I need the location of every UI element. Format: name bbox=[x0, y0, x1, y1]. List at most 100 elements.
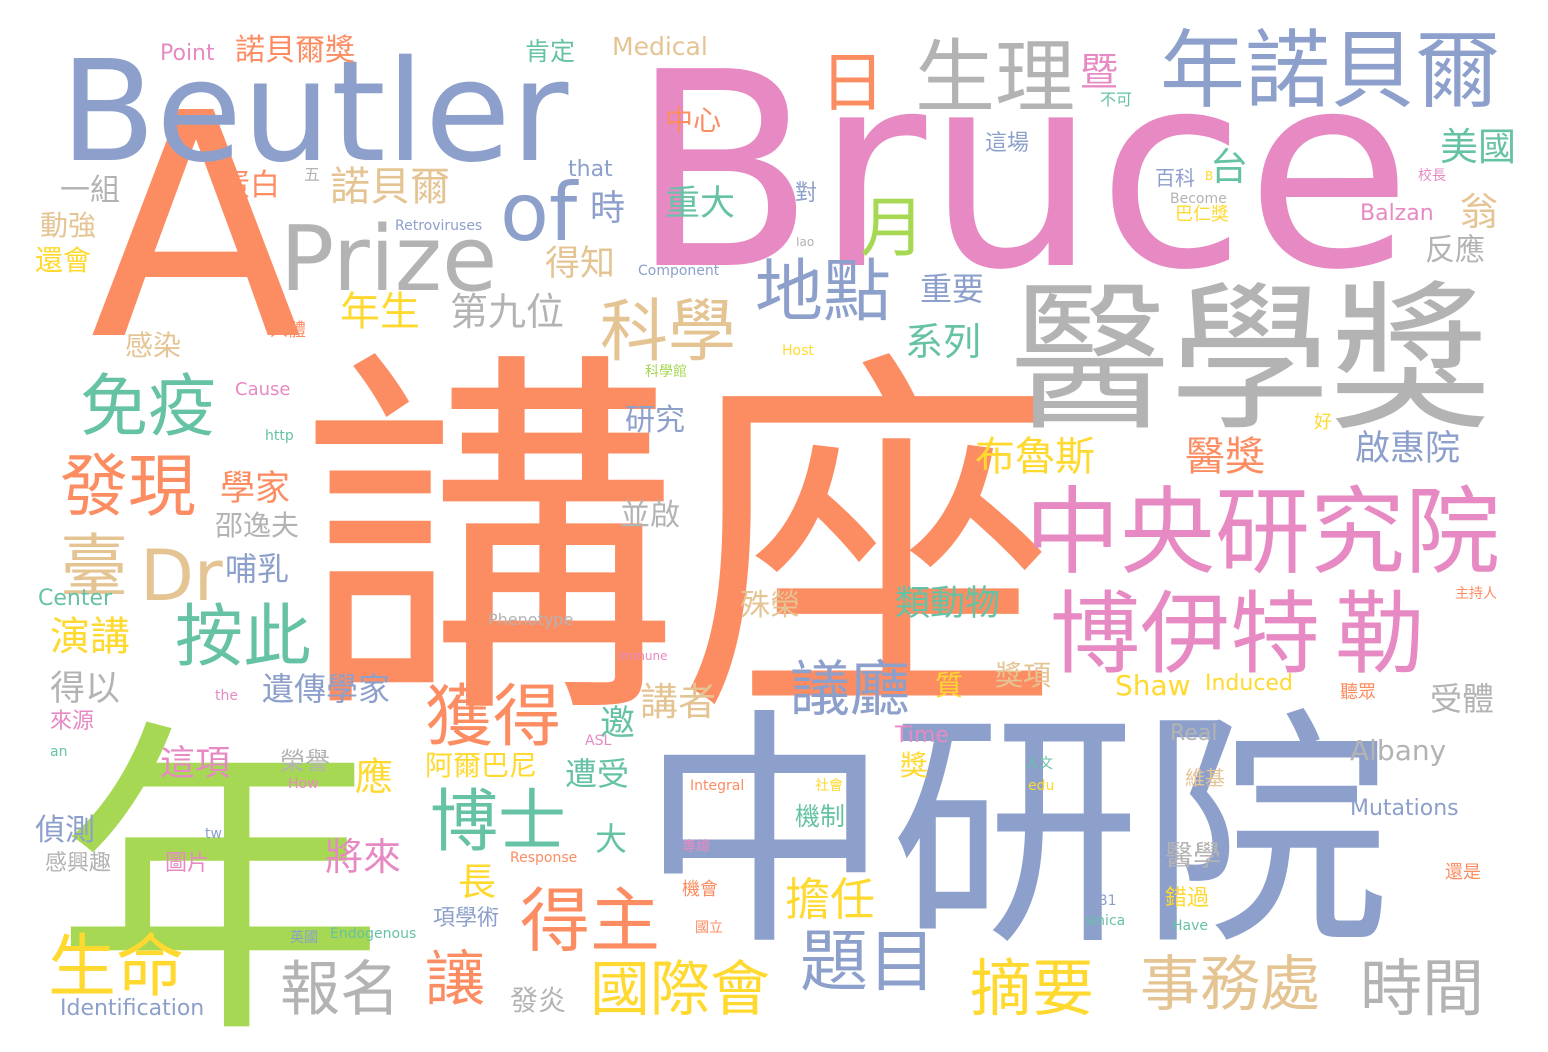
cloud-word: sinica bbox=[1085, 913, 1125, 929]
cloud-word: 邵逸夫 bbox=[215, 509, 299, 542]
cloud-word: 一組 bbox=[60, 173, 120, 208]
cloud-word: http bbox=[265, 428, 294, 444]
cloud-word: 殊榮 bbox=[740, 588, 800, 623]
cloud-word: of bbox=[500, 166, 579, 259]
cloud-word: Iao bbox=[796, 235, 814, 249]
cloud-word: Host bbox=[782, 343, 814, 359]
cloud-word: 項學術 bbox=[433, 906, 499, 931]
cloud-word: 免疫 bbox=[80, 368, 216, 447]
cloud-word: Immune bbox=[618, 649, 668, 663]
cloud-word: 國際會 bbox=[590, 955, 770, 1025]
cloud-word: 應 bbox=[355, 755, 393, 799]
cloud-word: 年生 bbox=[340, 289, 420, 335]
cloud-word: ASL bbox=[585, 733, 611, 749]
cloud-word: 這項 bbox=[160, 744, 230, 784]
cloud-word: 翁 bbox=[1460, 190, 1498, 234]
cloud-word: 質 bbox=[935, 669, 963, 702]
cloud-word: 遺傳學家 bbox=[262, 670, 390, 708]
cloud-word: 還是 bbox=[1445, 862, 1481, 883]
cloud-word: 醫學獎 bbox=[1010, 266, 1490, 453]
cloud-word: Bruce bbox=[630, 14, 1412, 329]
cloud-word: Albany bbox=[1350, 734, 1446, 767]
cloud-word: 大 bbox=[595, 820, 627, 858]
cloud-word: 地點 bbox=[755, 253, 891, 332]
cloud-word: 科學 bbox=[600, 293, 736, 372]
cloud-word: 來源 bbox=[50, 709, 94, 734]
cloud-word: Retroviruses bbox=[395, 218, 482, 234]
cloud-word: tw bbox=[205, 826, 222, 842]
cloud-word: 將來 bbox=[325, 835, 401, 879]
cloud-word: 不可 bbox=[1100, 90, 1132, 109]
cloud-word: B bbox=[1205, 169, 1213, 183]
cloud-word: 反應 bbox=[1425, 233, 1485, 268]
cloud-word: 博伊特 bbox=[1050, 582, 1320, 687]
cloud-word: Beutler bbox=[60, 31, 569, 194]
cloud-word: How bbox=[288, 776, 319, 792]
cloud-word: 講座 bbox=[300, 322, 1060, 765]
cloud-word: 諾貝爾獎 bbox=[235, 33, 355, 68]
cloud-word: 機制 bbox=[795, 802, 845, 831]
cloud-word: 日 bbox=[820, 46, 885, 121]
cloud-word: 受體 bbox=[1430, 680, 1494, 718]
cloud-word: Response bbox=[510, 850, 577, 866]
cloud-word: Point bbox=[160, 41, 215, 66]
cloud-word: Identification bbox=[60, 996, 204, 1021]
cloud-word: 圖片 bbox=[165, 851, 209, 876]
cloud-word: 布魯斯 bbox=[975, 434, 1095, 480]
cloud-word: 長 bbox=[458, 860, 496, 904]
cloud-word: 啟惠院 bbox=[1355, 429, 1460, 469]
cloud-word: 好 bbox=[1314, 412, 1332, 433]
cloud-word: 並啟 bbox=[620, 498, 680, 533]
cloud-word: 英國 bbox=[290, 929, 318, 946]
cloud-word: Phenotype bbox=[488, 610, 573, 629]
cloud-word: 哺乳 bbox=[225, 550, 289, 588]
cloud-word: Prize bbox=[280, 207, 497, 312]
cloud-word: 年諾貝爾 bbox=[1160, 22, 1500, 121]
cloud-word: 專線 bbox=[682, 839, 710, 855]
cloud-word: 人體 bbox=[270, 320, 306, 341]
cloud-word: 獲得 bbox=[425, 678, 561, 757]
cloud-word: 事務處 bbox=[1140, 950, 1320, 1020]
cloud-word: 人文 bbox=[1025, 756, 1053, 772]
cloud-word: 醫學 bbox=[1165, 839, 1221, 872]
cloud-word: 時間 bbox=[1360, 952, 1484, 1025]
cloud-word: 重大 bbox=[665, 184, 735, 224]
cloud-word: 主持人 bbox=[1455, 586, 1497, 602]
cloud-word: 報名 bbox=[280, 955, 400, 1025]
cloud-word: Center bbox=[38, 586, 113, 611]
cloud-word: Endogenous bbox=[330, 926, 416, 942]
cloud-word: 諾貝爾 bbox=[330, 164, 450, 210]
cloud-word: 議廳 bbox=[790, 655, 910, 725]
cloud-word: 偵測 bbox=[35, 813, 95, 848]
cloud-word: 中心 bbox=[665, 104, 721, 137]
cloud-word: 學家 bbox=[220, 469, 290, 509]
cloud-word: 類動物 bbox=[895, 584, 1000, 624]
cloud-word: 月 bbox=[860, 191, 925, 266]
cloud-word: 臺 bbox=[60, 528, 128, 607]
cloud-word: 得主 bbox=[520, 880, 660, 962]
cloud-word: 年 bbox=[55, 694, 385, 1052]
cloud-word: 還會 bbox=[35, 244, 91, 277]
cloud-word: 按此 bbox=[175, 598, 311, 677]
cloud-word: 題目 bbox=[800, 923, 936, 1002]
cloud-word: 美國 bbox=[1440, 125, 1516, 169]
cloud-word: 聽眾 bbox=[1340, 682, 1376, 703]
cloud-word: 動強 bbox=[40, 209, 96, 242]
cloud-word: B1 bbox=[1098, 893, 1117, 909]
cloud-word: 獎 bbox=[900, 749, 928, 782]
cloud-word: Time bbox=[894, 723, 949, 748]
cloud-word: 五 bbox=[304, 165, 320, 184]
cloud-word: 科學館 bbox=[645, 363, 687, 380]
cloud-word: edu bbox=[1028, 778, 1054, 794]
cloud-word: 肯定 bbox=[525, 37, 575, 66]
cloud-word: 榮譽 bbox=[280, 747, 330, 776]
cloud-word: 講者 bbox=[640, 680, 716, 724]
cloud-word: 演講 bbox=[50, 614, 130, 660]
cloud-word: 社會 bbox=[815, 778, 843, 794]
cloud-word: Real bbox=[1170, 721, 1217, 746]
cloud-word: 國立 bbox=[695, 920, 723, 936]
cloud-word: 第九位 bbox=[450, 290, 564, 334]
cloud-word: 這場 bbox=[985, 131, 1029, 156]
cloud-word: Component bbox=[638, 263, 720, 279]
